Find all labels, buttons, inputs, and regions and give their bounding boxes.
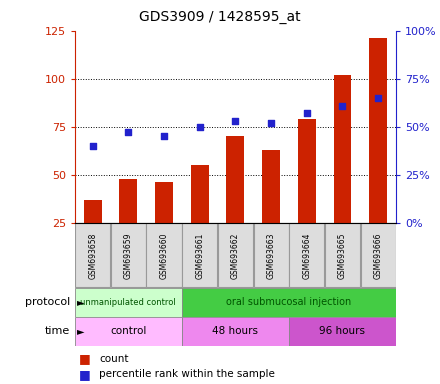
- Point: [303, 110, 310, 116]
- Text: protocol: protocol: [25, 297, 70, 308]
- Text: ■: ■: [79, 368, 91, 381]
- Text: GSM693658: GSM693658: [88, 232, 97, 278]
- Text: GSM693661: GSM693661: [195, 232, 204, 278]
- Text: count: count: [99, 354, 128, 364]
- Point: [89, 143, 96, 149]
- Bar: [325, 223, 360, 287]
- Text: ■: ■: [79, 353, 91, 366]
- Bar: [155, 182, 173, 223]
- Text: GDS3909 / 1428595_at: GDS3909 / 1428595_at: [139, 10, 301, 24]
- Text: GSM693659: GSM693659: [124, 232, 133, 279]
- Bar: [182, 317, 289, 346]
- Bar: [182, 223, 217, 287]
- Bar: [218, 223, 253, 287]
- Text: GSM693663: GSM693663: [267, 232, 275, 279]
- Text: percentile rank within the sample: percentile rank within the sample: [99, 369, 275, 379]
- Point: [161, 133, 168, 139]
- Text: GSM693662: GSM693662: [231, 232, 240, 278]
- Point: [268, 120, 275, 126]
- Text: GSM693665: GSM693665: [338, 232, 347, 279]
- Bar: [289, 317, 396, 346]
- Text: GSM693666: GSM693666: [374, 232, 383, 279]
- Text: unmanipulated control: unmanipulated control: [81, 298, 176, 307]
- Point: [232, 118, 239, 124]
- Text: GSM693660: GSM693660: [160, 232, 169, 279]
- Text: 48 hours: 48 hours: [213, 326, 258, 336]
- Bar: [75, 317, 182, 346]
- Bar: [75, 288, 182, 317]
- Bar: [84, 200, 102, 223]
- Bar: [253, 223, 289, 287]
- Text: ►: ►: [77, 297, 84, 308]
- Bar: [289, 223, 324, 287]
- Bar: [75, 223, 110, 287]
- Bar: [361, 223, 396, 287]
- Bar: [182, 288, 396, 317]
- Bar: [369, 38, 387, 223]
- Bar: [191, 165, 209, 223]
- Bar: [119, 179, 137, 223]
- Bar: [111, 223, 146, 287]
- Bar: [147, 223, 182, 287]
- Text: 96 hours: 96 hours: [319, 326, 366, 336]
- Point: [339, 103, 346, 109]
- Point: [125, 129, 132, 136]
- Text: ►: ►: [77, 326, 84, 336]
- Point: [196, 124, 203, 130]
- Bar: [334, 75, 352, 223]
- Bar: [262, 150, 280, 223]
- Bar: [227, 136, 244, 223]
- Text: oral submucosal injection: oral submucosal injection: [226, 297, 352, 308]
- Text: control: control: [110, 326, 147, 336]
- Point: [374, 95, 381, 101]
- Text: GSM693664: GSM693664: [302, 232, 311, 279]
- Text: time: time: [45, 326, 70, 336]
- Bar: [298, 119, 316, 223]
